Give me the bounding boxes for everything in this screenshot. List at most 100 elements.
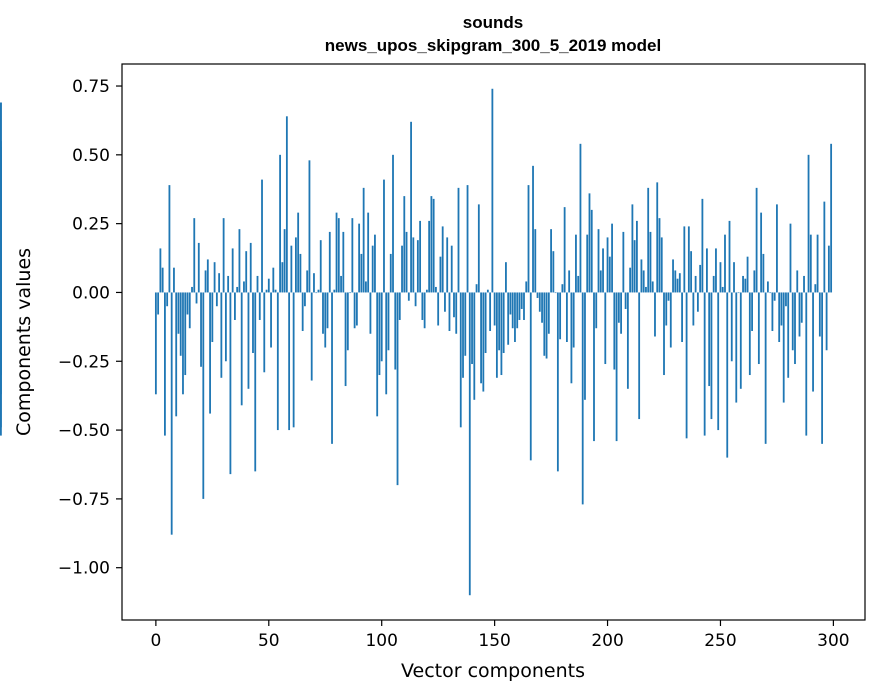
bar <box>654 292 656 337</box>
bar <box>818 292 821 337</box>
bar <box>240 292 243 406</box>
bar <box>425 289 428 293</box>
bar <box>439 256 442 293</box>
bar <box>647 187 650 293</box>
bar <box>509 292 512 315</box>
bar <box>789 223 792 293</box>
bar <box>299 253 302 293</box>
bar <box>346 292 349 351</box>
bar <box>209 292 211 414</box>
bar <box>586 234 589 293</box>
bar <box>757 292 760 365</box>
plot-frame <box>121 63 866 621</box>
bar <box>197 242 200 293</box>
bar <box>532 165 534 293</box>
bar <box>599 270 602 293</box>
bar <box>407 292 410 301</box>
bar <box>245 251 248 293</box>
bar <box>324 292 327 348</box>
bar <box>227 275 230 293</box>
bar <box>351 218 354 293</box>
bar <box>380 292 383 362</box>
bar <box>263 292 266 373</box>
bar <box>778 292 781 342</box>
bar <box>633 240 636 293</box>
bar <box>606 237 609 293</box>
bar <box>473 292 476 400</box>
bar <box>236 286 239 293</box>
bar <box>410 121 412 293</box>
y-tick-label: 0.25 <box>72 215 110 235</box>
bar <box>292 292 295 428</box>
bar <box>464 292 467 356</box>
bar <box>809 234 812 293</box>
x-tick-label: 0 <box>150 631 161 651</box>
bar <box>678 273 681 293</box>
bar <box>256 275 259 293</box>
bar <box>403 196 406 293</box>
bar <box>615 292 618 442</box>
bar <box>446 237 449 293</box>
bar <box>453 292 455 318</box>
bar <box>166 292 169 307</box>
bar <box>593 292 595 442</box>
bar <box>545 292 548 359</box>
bar <box>541 292 543 323</box>
y-tick-label: −0.75 <box>58 490 110 510</box>
bar <box>658 218 661 293</box>
bar <box>383 179 385 293</box>
bar <box>215 292 218 307</box>
bar <box>331 292 333 444</box>
bar <box>708 292 711 387</box>
bar <box>554 292 557 294</box>
bar <box>762 253 765 293</box>
bar <box>511 292 514 329</box>
x-tick-label: 50 <box>258 631 280 651</box>
bar <box>642 270 645 293</box>
bar <box>306 270 309 293</box>
bar <box>267 278 270 293</box>
bar <box>430 196 433 293</box>
bar <box>520 292 523 309</box>
bar <box>550 229 552 293</box>
y-tick-label: 0.00 <box>72 283 110 303</box>
bar <box>0 292 2 354</box>
bar <box>798 292 801 337</box>
bar <box>441 226 444 293</box>
bar <box>315 292 318 294</box>
bar <box>525 281 528 293</box>
bar <box>392 154 394 293</box>
bar <box>270 292 272 348</box>
bar <box>685 292 688 439</box>
bar <box>672 259 674 293</box>
bar <box>523 292 525 320</box>
bar <box>782 292 785 403</box>
bar <box>816 234 819 293</box>
y-tick-label: 0.50 <box>72 146 110 166</box>
bar <box>276 292 279 431</box>
bar <box>739 292 742 389</box>
bar <box>218 273 221 293</box>
bar <box>703 292 706 436</box>
bar <box>771 292 774 331</box>
bar <box>706 248 708 293</box>
bar <box>304 292 306 307</box>
bar <box>414 292 417 307</box>
chart-title-line-1: sounds <box>463 13 523 32</box>
bar <box>663 292 665 376</box>
bar <box>455 292 458 334</box>
bar <box>191 286 193 293</box>
bar <box>719 262 722 293</box>
bar <box>308 160 311 293</box>
bar <box>572 292 575 348</box>
bar <box>365 281 367 293</box>
bar <box>326 292 329 329</box>
bar <box>830 143 833 293</box>
bar <box>243 281 245 293</box>
bar <box>340 275 342 293</box>
bar <box>597 229 600 293</box>
x-tick-label: 250 <box>704 631 736 651</box>
bar <box>297 212 300 293</box>
bar <box>477 204 480 293</box>
bar <box>827 245 830 293</box>
